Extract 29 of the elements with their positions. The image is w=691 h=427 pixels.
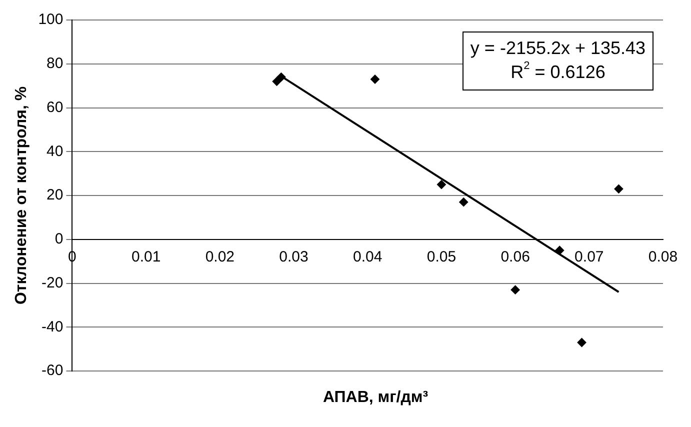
- point: [436, 180, 446, 190]
- x-tick-label: 0.01: [131, 248, 161, 266]
- x-tick-label: 0.05: [426, 248, 456, 266]
- point: [276, 72, 286, 82]
- y-tick-label: 40: [46, 142, 64, 160]
- point: [614, 184, 624, 194]
- point: [459, 198, 468, 207]
- y-tick-label: -20: [42, 274, 64, 292]
- y-tick-label: -40: [42, 318, 64, 336]
- x-axis-title: АПАВ, мг/дм³: [322, 389, 430, 407]
- point: [555, 246, 564, 255]
- x-tick-label: 0.03: [279, 248, 308, 266]
- y-tick-label: -60: [42, 362, 64, 380]
- x-tick-label: 0.07: [574, 248, 604, 266]
- x-tick-label: 0.08: [648, 248, 678, 266]
- annotation: y = -2155.2x + 135.43: [470, 38, 646, 58]
- point: [370, 74, 380, 84]
- y-tick-label: 0: [54, 230, 64, 248]
- y-axis-title: Отклонение от контроля, %: [13, 86, 30, 305]
- y-tick-label: 60: [46, 98, 64, 116]
- y-tick-label: 20: [46, 186, 64, 204]
- x-tick-label: 0.06: [500, 248, 530, 266]
- x-tick-label: 0.04: [353, 248, 382, 266]
- y-tick-label: 80: [46, 55, 64, 72]
- point: [577, 338, 586, 347]
- point: [510, 285, 520, 294]
- y-tick-label: 100: [38, 11, 64, 28]
- x-tick-label: 0.02: [205, 248, 235, 266]
- point: [272, 76, 282, 86]
